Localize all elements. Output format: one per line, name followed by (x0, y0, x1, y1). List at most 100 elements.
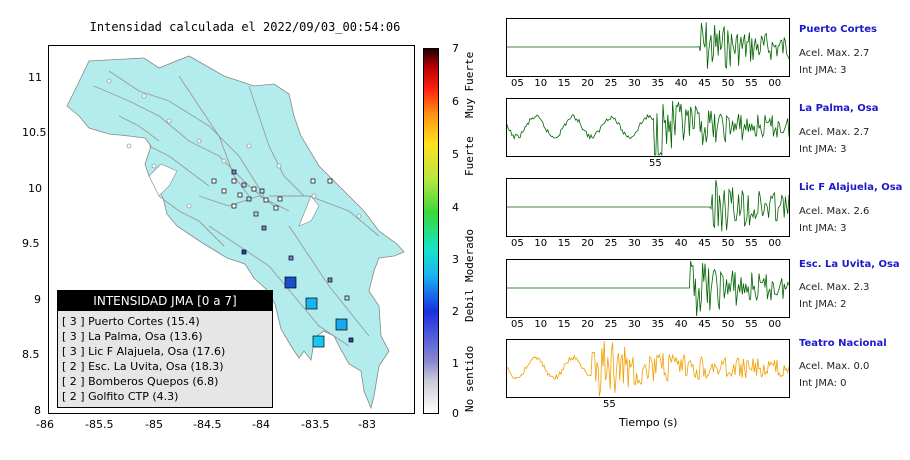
y-tick-9-5: 9.5 (22, 237, 40, 250)
colorbar-tick-4: 4 (452, 201, 459, 214)
trace-tick-label: 00 (768, 78, 782, 89)
waveform-line (507, 179, 789, 232)
trace-tick-label: 55 (745, 78, 758, 89)
trace-tick-label: 45 (698, 238, 711, 249)
trace-tick-label: 35 (651, 78, 665, 89)
gulf-of-nicoya (148, 163, 178, 197)
trace-svg (507, 100, 789, 156)
trace-tick-label: 40 (674, 238, 688, 249)
y-tick-11: 11 (28, 71, 42, 84)
x-tick-86: -86 (36, 418, 54, 431)
y-tick-9: 9 (34, 293, 41, 306)
trace-panel-la-palma[interactable] (506, 98, 790, 157)
trace-tick-label: 10 (534, 319, 548, 330)
legend-row: [ 3 ] Puerto Cortes (15.4) (62, 315, 200, 328)
trace-tick-label: 55 (745, 319, 758, 330)
map-canvas (66, 55, 405, 410)
station-intensity: Int JMA: 2 (799, 299, 847, 310)
trace-tick-label: 00 (768, 319, 782, 330)
trace-tick-label: 00 (768, 238, 782, 249)
colorbar-tick-2: 2 (452, 305, 459, 318)
trace-svg (507, 179, 789, 232)
trace-panel-teatro-nacional[interactable] (506, 339, 790, 398)
trace-tick-label: 05 (511, 319, 524, 330)
colorbar-tick-7: 7 (452, 42, 459, 55)
trace-tick-label: 30 (628, 319, 641, 330)
station-name[interactable]: Esc. La Uvita, Osa (799, 259, 900, 270)
x-tick-84-5: -84.5 (193, 418, 222, 431)
trace-tick-label: 45 (698, 319, 711, 330)
station-intensity: Int JMA: 3 (799, 144, 847, 155)
waveform-line (507, 22, 789, 69)
station-accel: Acel. Max. 0.0 (799, 361, 870, 372)
trace-tick-label: 10 (534, 78, 548, 89)
colorbar-tick-1: 1 (452, 357, 459, 370)
trace-tick-label: 15 (557, 238, 571, 249)
x-tick-84: -84 (252, 418, 270, 431)
trace-tick-label: 30 (628, 78, 641, 89)
trace-tick-label: 05 (511, 78, 524, 89)
x-tick-83-5: -83.5 (301, 418, 330, 431)
colorbar-label-no-sentido: No sentido (463, 345, 476, 412)
trace-svg (507, 340, 789, 397)
trace-tick-label: 15 (557, 319, 571, 330)
trace-svg (507, 260, 789, 317)
x-tick-85-5: -85.5 (85, 418, 114, 431)
trace-panel-la-uvita[interactable] (506, 259, 790, 318)
colorbar-label-fuerte: Fuerte (463, 136, 476, 176)
trace-tick-label: 05 (511, 238, 524, 249)
trace-tick-label: 15 (557, 78, 571, 89)
colorbar-tick-0: 0 (452, 407, 459, 420)
trace-tick-label: 45 (698, 78, 711, 89)
trace-tick-label: 35 (651, 319, 665, 330)
trace-tick-label: 20 (581, 78, 594, 89)
road-network (93, 70, 380, 347)
intensity-colorbar (423, 48, 439, 414)
gulf-inlet (298, 195, 320, 227)
trace-tick-label: 20 (581, 319, 594, 330)
trace-tick-label: 55 (603, 399, 616, 410)
x-tick-85: -85 (145, 418, 163, 431)
trace-tick-label: 40 (674, 319, 688, 330)
station-intensity: Int JMA: 3 (799, 65, 847, 76)
trace-tick-label: 30 (628, 238, 641, 249)
waveform-line (507, 260, 789, 317)
legend-row: [ 2 ] Golfito CTP (4.3) (62, 390, 179, 403)
station-accel: Acel. Max. 2.6 (799, 206, 870, 217)
y-tick-10: 10 (28, 182, 42, 195)
trace-svg (507, 22, 789, 69)
trace-tick-label: 40 (674, 78, 688, 89)
trace-tick-label: 50 (721, 78, 735, 89)
trace-tick-label: 55 (649, 158, 662, 169)
waveform-line (507, 100, 789, 156)
waveform-line (507, 340, 789, 397)
map-title: Intensidad calculada el 2022/09/03_00:54… (89, 20, 401, 34)
colorbar-tick-6: 6 (452, 95, 459, 108)
station-accel: Acel. Max. 2.3 (799, 282, 870, 293)
y-tick-10-5: 10.5 (22, 126, 47, 139)
trace-panel-lic-f-alajuela[interactable] (506, 178, 790, 237)
station-intensity: Int JMA: 3 (799, 223, 847, 234)
trace-tick-label: 35 (651, 238, 665, 249)
legend-heading: INTENSIDAD JMA [0 a 7] (58, 291, 272, 311)
y-tick-8: 8 (34, 404, 41, 417)
station-name[interactable]: Lic F Alajuela, Osa (799, 182, 903, 193)
station-accel: Acel. Max. 2.7 (799, 127, 870, 138)
trace-panel-puerto-cortes[interactable] (506, 18, 790, 77)
colorbar-tick-3: 3 (452, 253, 459, 266)
trace-tick-label: 20 (581, 238, 594, 249)
station-name[interactable]: Teatro Nacional (799, 338, 887, 349)
colorbar-label-moderado: Moderado (463, 229, 476, 282)
trace-tick-label: 55 (745, 238, 758, 249)
colorbar-label-muy-fuerte: Muy Fuerte (463, 51, 476, 118)
y-tick-8-5: 8.5 (22, 348, 40, 361)
town-markers (106, 78, 362, 219)
legend-row: [ 2 ] Esc. La Uvita, Osa (18.3) (62, 360, 224, 373)
station-name[interactable]: La Palma, Osa (799, 103, 879, 114)
trace-tick-label: 50 (721, 319, 735, 330)
legend-row: [ 3 ] Lic F Alajuela, Osa (17.6) (62, 345, 226, 358)
trace-tick-label: 10 (534, 238, 548, 249)
station-name[interactable]: Puerto Cortes (799, 24, 877, 35)
colorbar-tick-5: 5 (452, 148, 459, 161)
trace-tick-label: 50 (721, 238, 735, 249)
